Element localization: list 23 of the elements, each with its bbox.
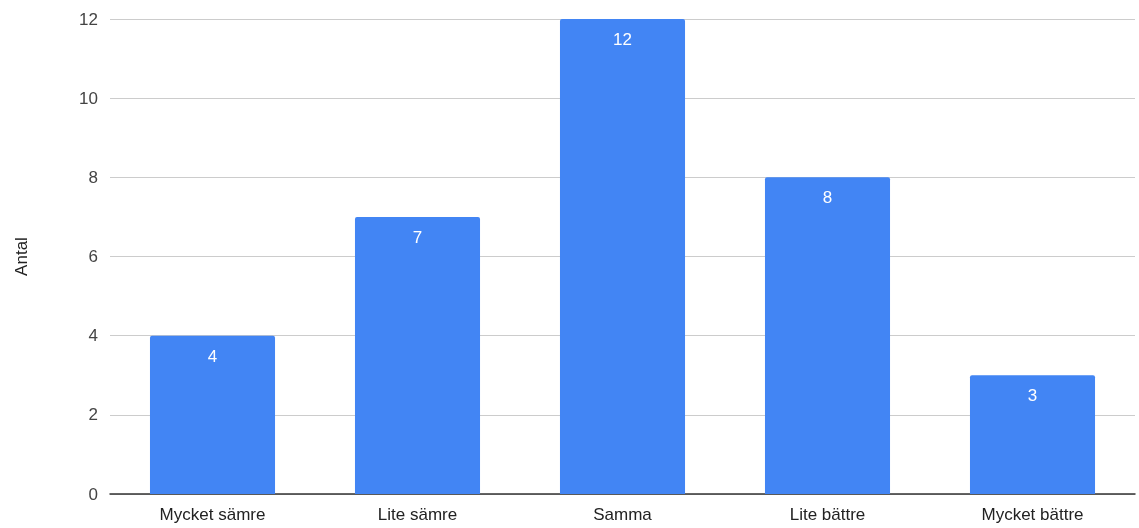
bar: [354, 216, 481, 494]
y-tick-label: 0: [88, 484, 98, 504]
x-tick-label: Mycket bättre: [981, 505, 1084, 524]
data-label: 8: [822, 188, 833, 208]
y-tick-label: 2: [88, 405, 98, 425]
x-tick-label: Lite bättre: [789, 505, 866, 524]
y-tick-label: 6: [88, 247, 98, 266]
x-tick-label: Lite sämre: [377, 505, 458, 524]
bar: [149, 335, 276, 494]
x-tick-label: Mycket sämre: [159, 505, 266, 524]
y-tick-label: 8: [88, 167, 98, 187]
y-tick-label: 4: [88, 326, 98, 346]
bar: [969, 375, 1096, 494]
bar: [764, 177, 891, 494]
y-tick-label: 10: [79, 88, 98, 108]
x-tick-label: Samma: [593, 505, 653, 524]
bar: [559, 19, 686, 494]
data-label: 3: [1027, 386, 1038, 406]
data-label: 12: [613, 30, 632, 49]
data-label: 7: [412, 227, 423, 247]
y-tick-label: 12: [79, 9, 98, 29]
data-label: 4: [207, 346, 218, 366]
y-axis-title: Antal: [12, 237, 31, 276]
